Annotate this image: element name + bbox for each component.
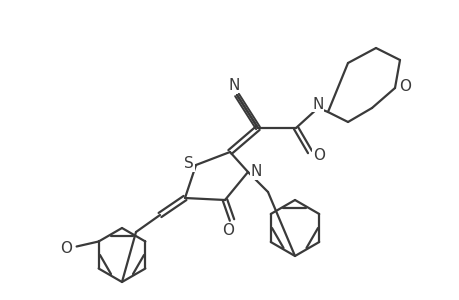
Text: O: O bbox=[222, 224, 234, 238]
Text: O: O bbox=[61, 241, 73, 256]
Text: S: S bbox=[184, 157, 193, 172]
Text: N: N bbox=[228, 77, 239, 92]
Text: N: N bbox=[312, 97, 323, 112]
Text: O: O bbox=[398, 79, 410, 94]
Text: O: O bbox=[312, 148, 325, 163]
Text: N: N bbox=[250, 164, 261, 179]
